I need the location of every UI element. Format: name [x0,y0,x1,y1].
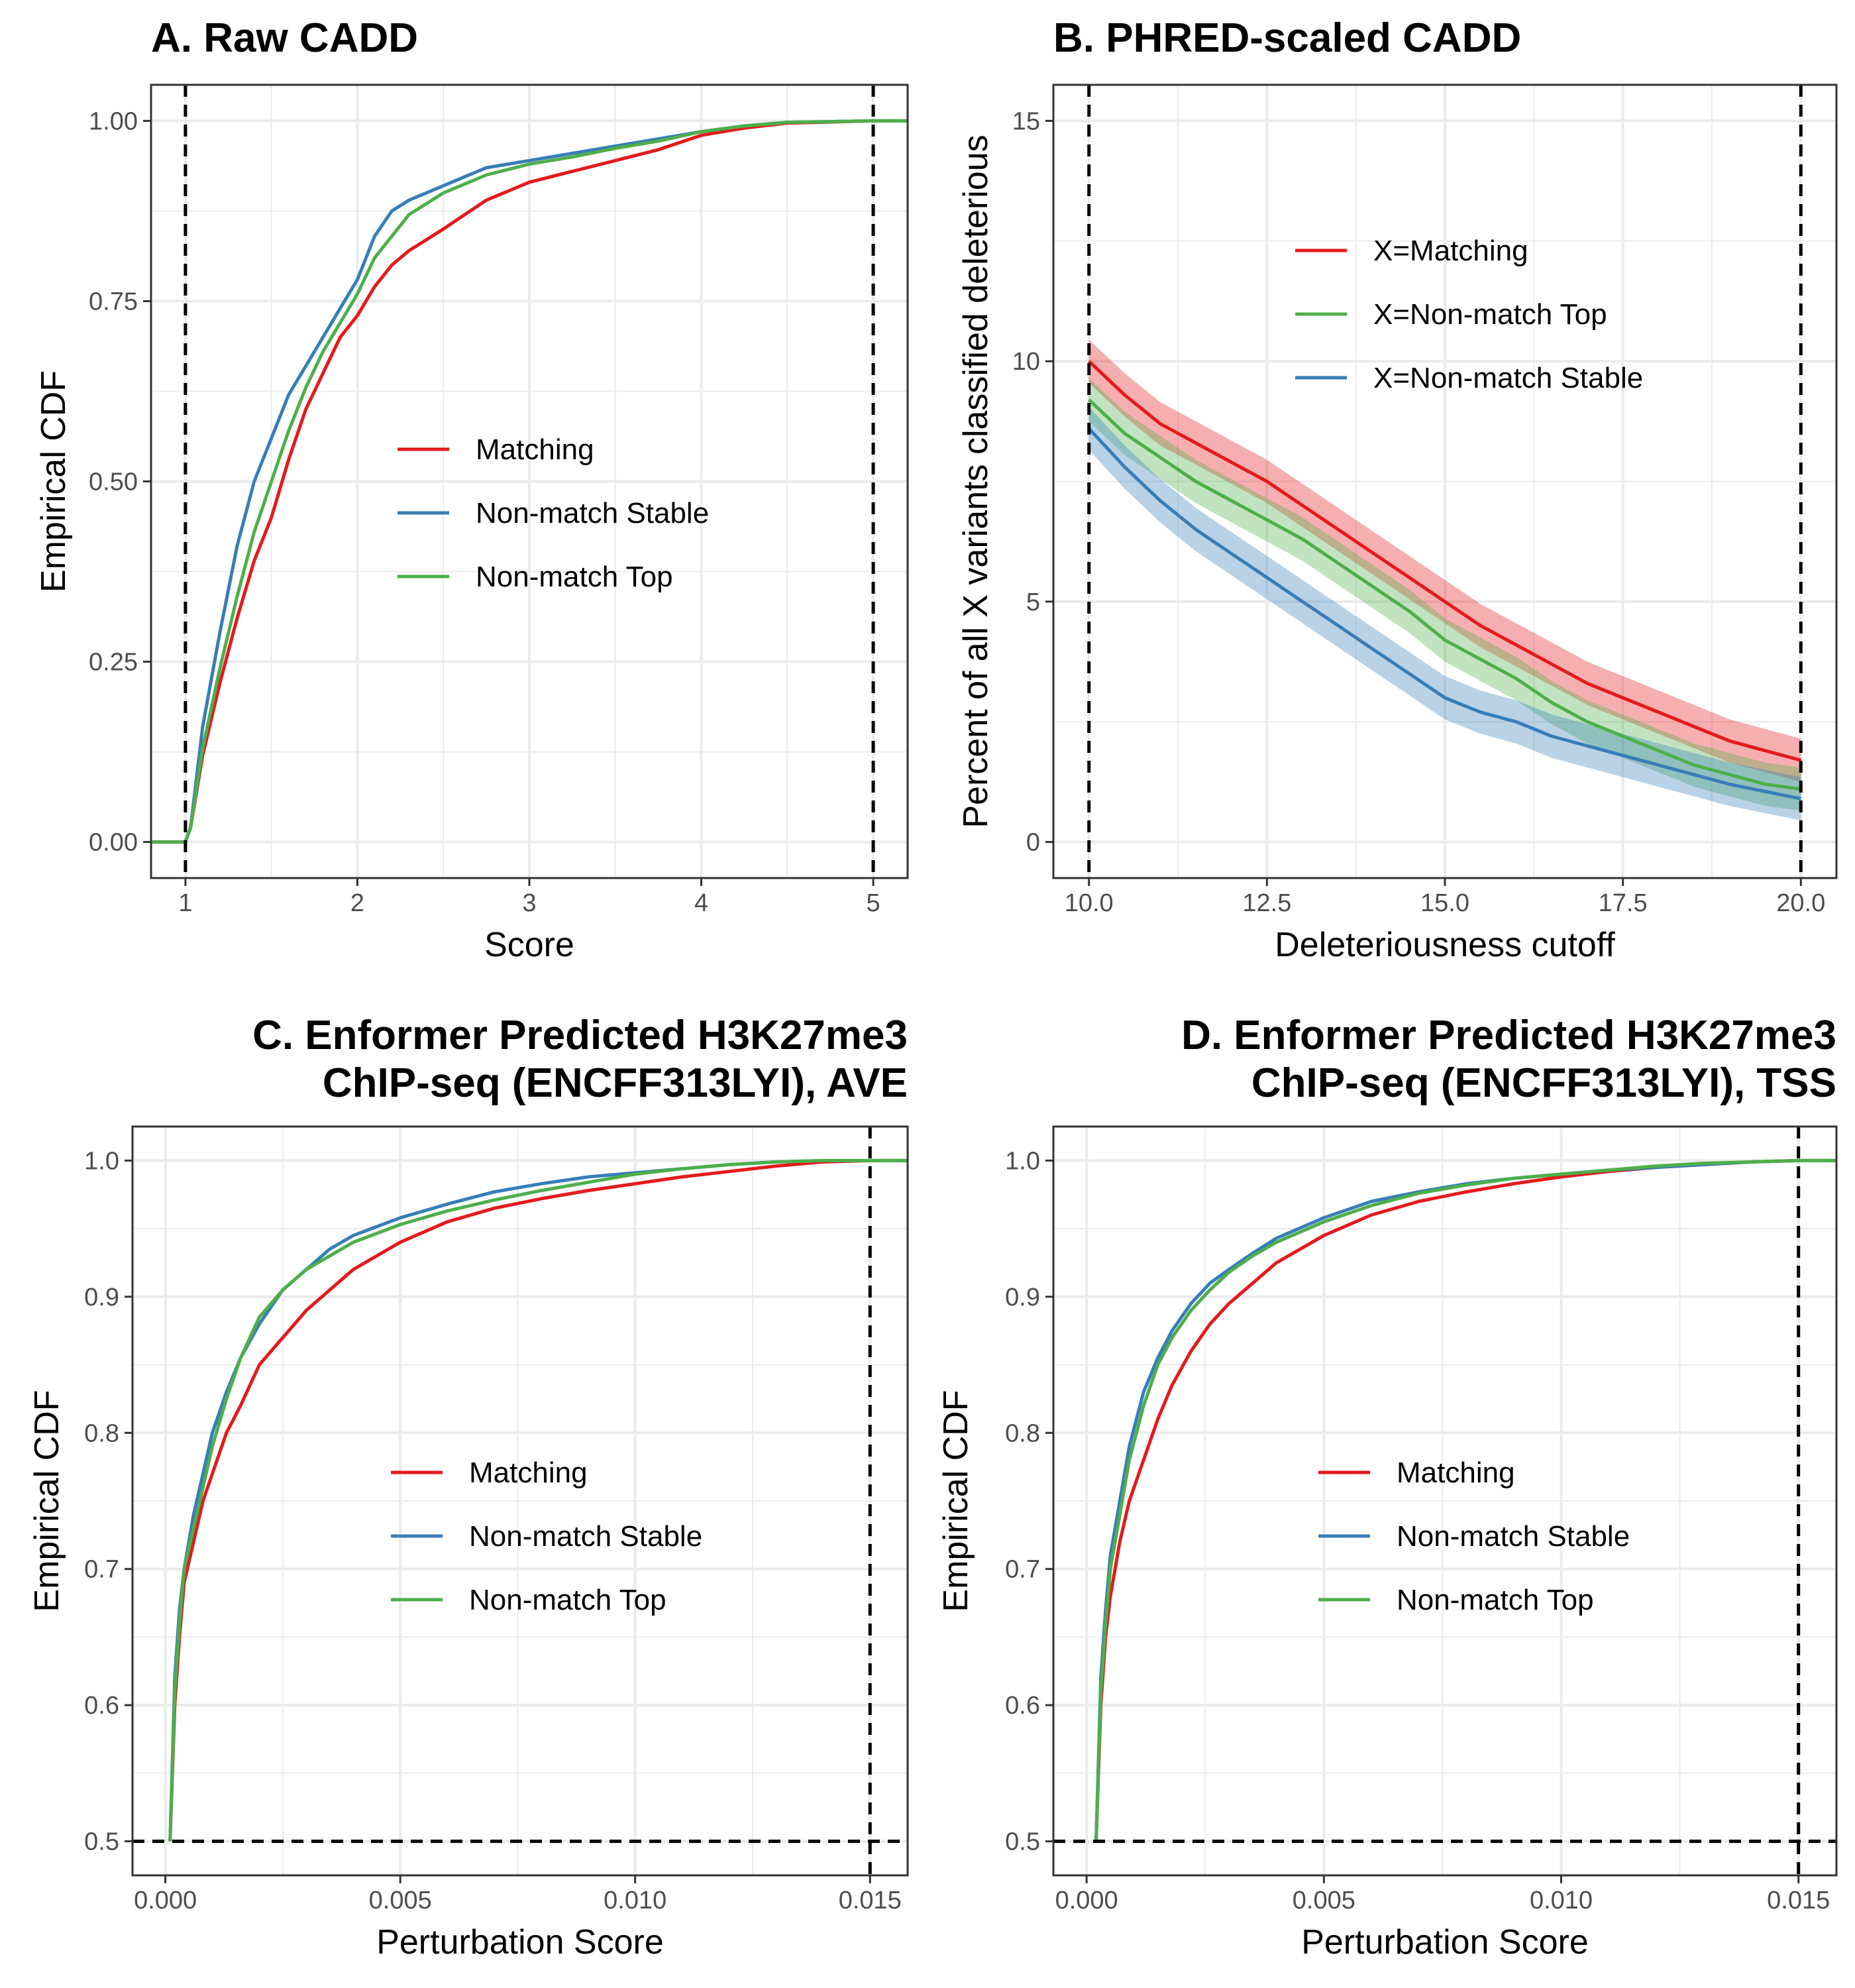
series-line-top [1087,398,1801,791]
y-tick-label: 1.0 [84,1147,119,1175]
panel-border [131,1125,909,1877]
gridlines [1053,1127,1836,1875]
x-tick-label: 0.015 [839,1887,902,1914]
legend: Matching Non-match Stable Non-match Top [398,433,709,593]
x-tick-label: 3 [522,889,536,917]
panel-b: B. PHRED-scaled CADD 10.0 12.5 15.0 17.5 20.0… [957,15,1838,964]
panel-title: B. PHRED-scaled CADD [1053,15,1521,61]
x-axis-label: Deleteriousness cutoff [1275,926,1615,964]
y-tick-label: 1.00 [89,107,138,135]
x-tick-label: 10.0 [1065,889,1114,917]
y-tick-label: 0.00 [89,829,138,857]
y-tick-label: 1.0 [1005,1147,1040,1175]
x-tick-label: 0.010 [1530,1887,1593,1914]
series-group [168,1158,908,1842]
x-tick-label: 20.0 [1776,889,1825,917]
legend-label: Matching [1397,1457,1515,1489]
x-tick-label: 0.005 [1293,1887,1355,1914]
y-tick-label: 5 [1026,588,1040,616]
gridlines [132,1127,908,1875]
series-line-top [168,1158,908,1842]
legend-label: Matching [476,433,594,466]
series-group [1087,339,1801,820]
x-tick-label: 12.5 [1242,889,1291,917]
legend-label: X=Non-match Top [1373,298,1607,331]
legend: X=Matching X=Non-match Top X=Non-match Sta… [1295,235,1643,394]
legend-label: Non-match Top [476,561,673,593]
ribbon-stable [1088,407,1801,820]
y-axis-label: Percent of all X variants classified del… [957,135,995,828]
panel-title: A. Raw CADD [151,15,418,61]
y-tick-label: 0.6 [1005,1692,1040,1720]
y-tick-label: 0.25 [89,649,138,677]
x-tick-label: 5 [867,889,880,917]
x-axis-label: Perturbation Score [1301,1923,1589,1961]
legend: Matching Non-match Stable Non-match Top [1318,1457,1630,1616]
y-tick-label: 0.9 [84,1284,119,1311]
panel-a: A. Raw CADD 1 2 3 4 5 0.00 0.25 0.50 0.75 1.00 Scor… [34,15,909,964]
series-line-stable [1087,427,1801,801]
legend-label: Non-match Top [469,1584,666,1616]
series-line-top [151,119,908,844]
gridlines [151,85,908,878]
x-tick-label: 17.5 [1599,889,1648,917]
legend-label: Non-match Stable [469,1520,702,1553]
legend-label: Non-match Stable [476,497,709,529]
x-tick-label: 0.000 [1055,1887,1118,1914]
y-tick-label: 15 [1012,107,1040,135]
y-tick-label: 0.9 [1005,1284,1040,1311]
panel-title: C. Enformer Predicted H3K27me3 [252,1013,908,1058]
series-line-matching [168,1158,908,1842]
x-tick-label: 2 [350,889,364,917]
x-tick-label: 15.0 [1420,889,1469,917]
legend: Matching Non-match Stable Non-match Top [391,1457,702,1616]
y-tick-label: 0.8 [84,1419,119,1447]
y-tick-label: 0 [1026,829,1040,857]
series-line-top [1094,1158,1836,1842]
series-group [1094,1158,1836,1842]
legend-label: Non-match Stable [1397,1520,1630,1553]
series-group [151,119,908,844]
legend-label: X=Non-match Stable [1373,362,1643,394]
y-tick-label: 0.75 [89,288,138,315]
y-tick-label: 0.5 [84,1828,119,1856]
panel-border [1052,1125,1838,1877]
y-axis-label: Empirical CDF [34,370,73,592]
ribbon-matching [1088,339,1801,782]
legend-label: Matching [469,1457,588,1489]
y-tick-label: 0.5 [1005,1828,1040,1856]
series-line-matching [151,119,908,844]
x-tick-label: 0.000 [134,1887,197,1914]
x-tick-label: 0.010 [604,1887,666,1914]
ribbon-top [1088,378,1801,811]
y-tick-label: 0.8 [1005,1419,1040,1447]
y-axis-label: Empirical CDF [28,1390,66,1612]
y-tick-label: 10 [1012,348,1040,376]
y-axis-label: Empirical CDF [937,1390,975,1612]
x-tick-label: 0.015 [1767,1887,1830,1914]
panel-subtitle: ChIP-seq (ENCFF313LYI), TSS [1251,1060,1836,1106]
panel-title: D. Enformer Predicted H3K27me3 [1181,1013,1836,1058]
y-tick-label: 0.7 [1005,1556,1040,1584]
y-tick-label: 0.6 [84,1692,119,1720]
x-axis-label: Perturbation Score [376,1923,664,1961]
legend-label: Non-match Top [1397,1584,1594,1616]
y-tick-label: 0.7 [84,1556,119,1584]
series-line-matching [1087,360,1801,762]
legend-label: X=Matching [1373,235,1528,267]
panel-subtitle: ChIP-seq (ENCFF313LYI), AVE [323,1060,908,1106]
x-tick-label: 4 [694,889,708,917]
x-axis-label: Score [484,926,574,964]
x-tick-label: 0.005 [369,1887,432,1914]
x-tick-label: 1 [178,889,192,917]
y-tick-label: 0.50 [89,469,138,496]
